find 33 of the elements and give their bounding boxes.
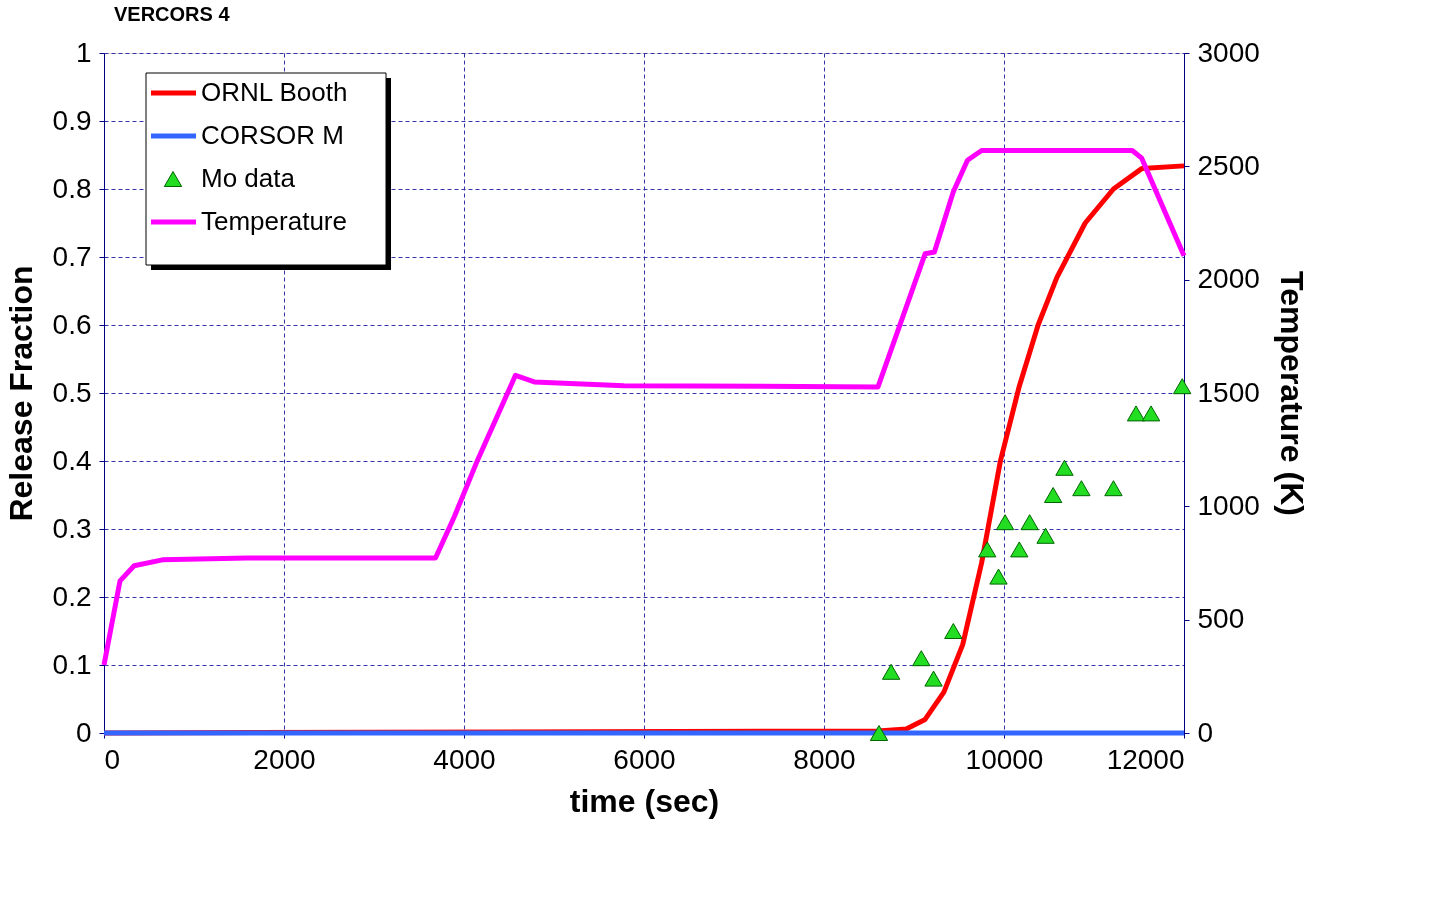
y2-tick-label: 2000: [1197, 263, 1260, 295]
y-tick-label: 0.2: [52, 580, 92, 612]
y-tick-label: 0: [75, 716, 92, 748]
y-tick-label: 0.1: [52, 648, 92, 680]
y2-tick-label: 2500: [1197, 149, 1260, 181]
x-tick-label: 10000: [965, 743, 1044, 775]
x-axis-title: time (sec): [569, 782, 720, 819]
y-tick-label: 1: [75, 36, 92, 68]
x-tick-label: 8000: [793, 743, 856, 775]
legend-label: CORSOR M: [201, 120, 344, 150]
y-axis-title: Release Fraction: [2, 265, 39, 522]
y-tick-label: 0.6: [52, 308, 92, 340]
y-tick-label: 0.5: [52, 376, 92, 408]
y2-tick-label: 1500: [1197, 376, 1260, 408]
y2-tick-label: 500: [1197, 603, 1245, 635]
y-tick-label: 0.3: [52, 512, 92, 544]
x-tick-label: 0: [104, 743, 121, 775]
x-tick-label: 6000: [613, 743, 676, 775]
legend-label: Mo data: [201, 163, 296, 193]
y-tick-label: 0.7: [52, 240, 92, 272]
y2-tick-label: 3000: [1197, 36, 1260, 68]
y2-tick-label: 1000: [1197, 489, 1260, 521]
y2-tick-label: 0: [1197, 716, 1214, 748]
y-tick-label: 0.9: [52, 104, 92, 136]
legend-label: Temperature: [201, 206, 347, 236]
legend-label: ORNL Booth: [201, 77, 348, 107]
y-tick-label: 0.4: [52, 444, 92, 476]
chart-title: VERCORS 4: [114, 3, 231, 25]
y-tick-label: 0.8: [52, 172, 92, 204]
x-tick-label: 12000: [1106, 743, 1185, 775]
x-tick-label: 2000: [253, 743, 316, 775]
x-tick-label: 4000: [433, 743, 496, 775]
y2-axis-title: Temperature (K): [1273, 271, 1310, 516]
